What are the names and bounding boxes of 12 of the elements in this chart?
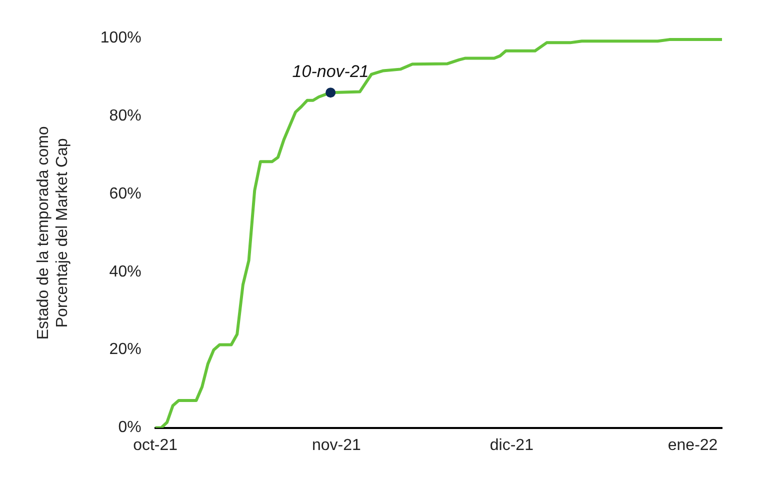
y-tick-label: 60% [109,185,142,202]
y-axis-title: Estado de la temporada como Porcentaje del Market Cap [35,126,72,340]
x-tick-label: oct-21 [133,436,178,454]
annotation: 10-nov-21 [292,62,369,81]
y-tick-label: 100% [100,29,142,46]
x-tick-label: dic-21 [490,436,534,454]
x-tick-label: nov-21 [312,436,361,454]
y-tick-label: 20% [109,341,142,358]
y-tick-label: 0% [118,419,142,436]
x-tick-label: ene-22 [668,436,718,454]
y-tick-label: 40% [109,263,142,280]
y-tick-label: 80% [109,107,142,124]
